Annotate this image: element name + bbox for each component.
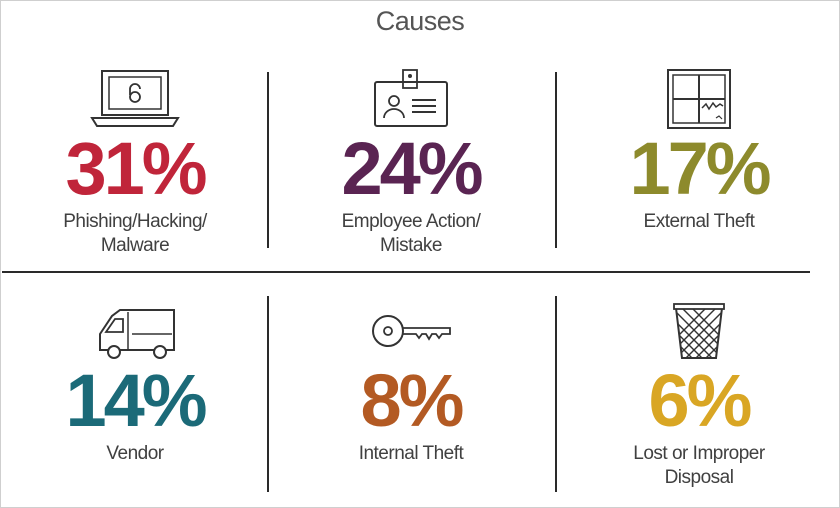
infographic-title: Causes bbox=[375, 6, 465, 36]
cause-label-line1: Employee Action/ bbox=[341, 211, 481, 232]
cause-label-line2: Malware bbox=[100, 235, 170, 256]
cause-percent: 31% bbox=[65, 127, 207, 210]
broken-window-icon bbox=[667, 69, 731, 129]
laptop-lock-icon bbox=[90, 70, 180, 127]
cause-label-line2: Mistake bbox=[380, 235, 442, 256]
cause-label-line1: Phishing/Hacking/ bbox=[63, 211, 207, 232]
cause-employee: 24% Employee Action/ Mistake bbox=[276, 68, 546, 258]
cause-label-line1: Internal Theft bbox=[358, 443, 464, 464]
cause-label-line1: Lost or Improper bbox=[633, 443, 765, 464]
van-icon bbox=[99, 309, 175, 359]
wastebasket-icon bbox=[673, 303, 725, 359]
cause-label-line1: Vendor bbox=[106, 443, 164, 464]
column-divider-1 bbox=[267, 72, 269, 248]
cause-label-line2: Disposal bbox=[664, 467, 734, 488]
row-divider bbox=[2, 271, 810, 273]
cause-percent: 6% bbox=[648, 359, 753, 442]
key-icon bbox=[372, 315, 451, 347]
cause-percent: 14% bbox=[65, 359, 207, 442]
id-badge-icon bbox=[374, 69, 448, 127]
cause-percent: 8% bbox=[360, 359, 465, 442]
cause-internal-theft: 8% Internal Theft bbox=[276, 300, 546, 466]
column-divider-4 bbox=[555, 296, 557, 492]
cause-lost-disposal: 6% Lost or Improper Disposal bbox=[564, 300, 834, 490]
cause-external-theft: 17% External Theft bbox=[564, 68, 834, 234]
cause-percent: 17% bbox=[629, 127, 771, 210]
cause-vendor: 14% Vendor bbox=[0, 300, 270, 466]
cause-phishing: 31% Phishing/Hacking/ Malware bbox=[0, 68, 270, 258]
column-divider-3 bbox=[267, 296, 269, 492]
column-divider-2 bbox=[555, 72, 557, 248]
cause-label-line1: External Theft bbox=[643, 211, 755, 232]
cause-percent: 24% bbox=[341, 127, 483, 210]
